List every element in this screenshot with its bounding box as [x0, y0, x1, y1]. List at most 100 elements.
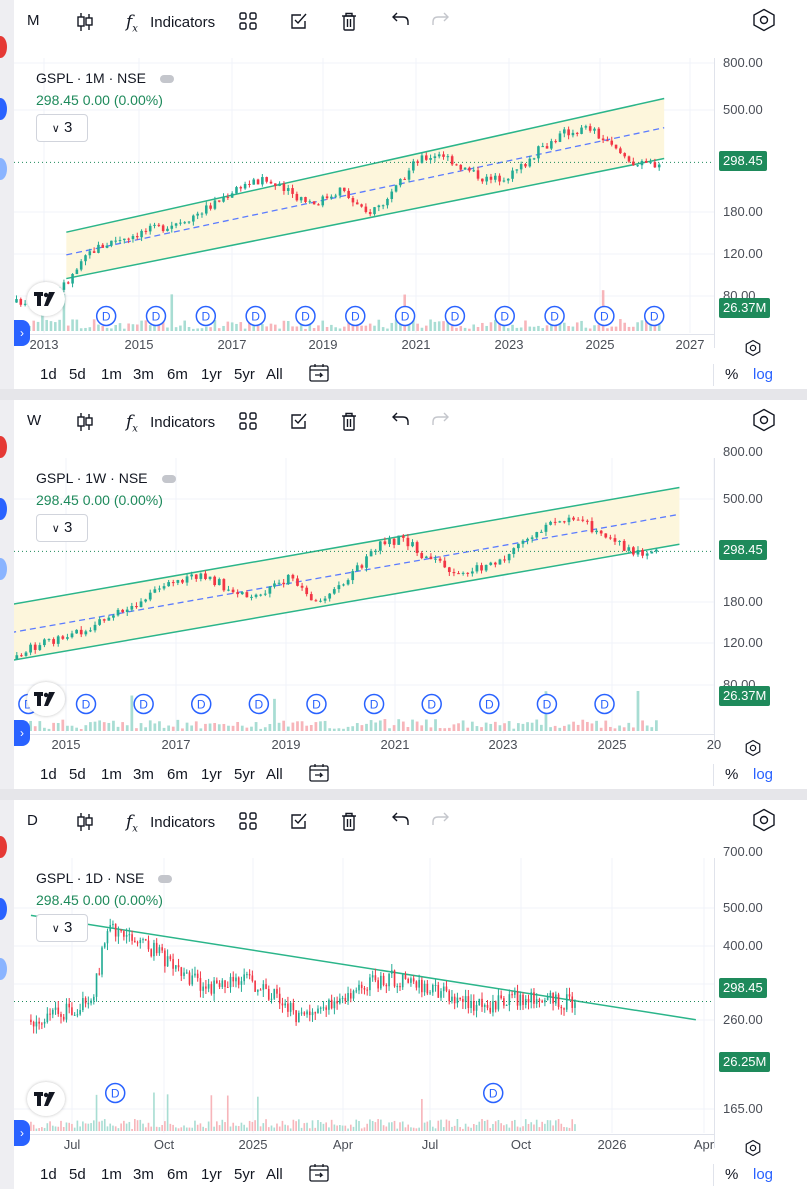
percent-scale-button[interactable]: %: [725, 766, 739, 783]
range-button-1d[interactable]: 1d: [40, 366, 57, 383]
interval-button[interactable]: D: [27, 812, 38, 829]
checklist-icon[interactable]: [290, 412, 308, 434]
candle-body: [568, 994, 571, 997]
collapse-indicators-button[interactable]: ∨ 3: [36, 914, 88, 942]
drawing-tool-dot-blue[interactable]: [0, 898, 7, 920]
layout-grid-icon[interactable]: [239, 812, 257, 834]
drawing-tool-dot-blue[interactable]: [0, 98, 7, 120]
range-button-5yr[interactable]: 5yr: [234, 1166, 255, 1183]
range-button-5yr[interactable]: 5yr: [234, 766, 255, 783]
settings-hexagon-icon[interactable]: [752, 408, 776, 436]
range-button-3m[interactable]: 3m: [133, 766, 154, 783]
range-button-6m[interactable]: 6m: [167, 366, 188, 383]
candle-body: [443, 560, 447, 568]
range-button-1m[interactable]: 1m: [101, 366, 122, 383]
symbol-line[interactable]: GSPL · 1W · NSE: [36, 470, 148, 486]
redo-icon[interactable]: [431, 812, 449, 830]
range-button-1m[interactable]: 1m: [101, 766, 122, 783]
candles-chart-type-icon[interactable]: [76, 412, 94, 436]
range-button-All[interactable]: All: [266, 1166, 283, 1183]
gear-icon[interactable]: [744, 339, 762, 362]
undo-icon[interactable]: [392, 812, 410, 830]
range-button-1yr[interactable]: 1yr: [201, 766, 222, 783]
indicators-button[interactable]: fx Indicators: [126, 412, 215, 434]
log-scale-button[interactable]: log: [753, 1166, 774, 1183]
volume-tag: 26.37M: [719, 298, 771, 318]
collapse-indicators-button[interactable]: ∨ 3: [36, 114, 88, 142]
layout-grid-icon[interactable]: [239, 12, 257, 34]
trash-icon[interactable]: [341, 812, 357, 835]
trash-icon[interactable]: [341, 412, 357, 435]
time-axis[interactable]: Jul Oct 2025 Apr Jul Oct 2026 Apr: [14, 1135, 714, 1155]
symbol-line[interactable]: GSPL · 1D · NSE: [36, 870, 145, 886]
price-axis[interactable]: 800.00 500.00 180.00 120.00 80.00 298.45 26.37…: [715, 444, 807, 733]
settings-hexagon-icon[interactable]: [752, 808, 776, 836]
scroll-chevron-right-icon[interactable]: ›: [14, 720, 30, 746]
log-scale-button[interactable]: log: [753, 366, 774, 383]
range-button-1m[interactable]: 1m: [101, 1166, 122, 1183]
interval-button[interactable]: W: [27, 412, 42, 429]
range-button-6m[interactable]: 6m: [167, 1166, 188, 1183]
range-button-1d[interactable]: 1d: [40, 766, 57, 783]
range-button-1d[interactable]: 1d: [40, 1166, 57, 1183]
trash-icon[interactable]: [341, 12, 357, 35]
time-axis[interactable]: 2013 2015 2017 2019 2021 2023 2025 2027: [14, 335, 714, 355]
indicators-button[interactable]: fx Indicators: [126, 12, 215, 34]
volume-bar: [610, 326, 614, 331]
range-button-3m[interactable]: 3m: [133, 1166, 154, 1183]
percent-scale-button[interactable]: %: [725, 366, 739, 383]
undo-icon[interactable]: [392, 412, 410, 430]
range-button-5d[interactable]: 5d: [69, 1166, 86, 1183]
tradingview-logo[interactable]: [27, 1082, 65, 1116]
drawing-tool-dot-red[interactable]: [0, 436, 7, 458]
indicators-button[interactable]: fx Indicators: [126, 812, 215, 834]
range-button-All[interactable]: All: [266, 766, 283, 783]
log-scale-button[interactable]: log: [753, 766, 774, 783]
range-button-6m[interactable]: 6m: [167, 766, 188, 783]
drawing-tool-dot-red[interactable]: [0, 36, 7, 58]
scroll-chevron-right-icon[interactable]: ›: [14, 1120, 30, 1146]
calendar-goto-icon[interactable]: [308, 763, 330, 787]
scroll-chevron-right-icon[interactable]: ›: [14, 320, 30, 346]
range-button-5d[interactable]: 5d: [69, 366, 86, 383]
tradingview-logo[interactable]: [27, 282, 65, 316]
undo-icon[interactable]: [392, 12, 410, 30]
price-axis[interactable]: 700.00500.00400.00320.00260.00165.00298.…: [715, 844, 807, 1133]
layout-grid-icon[interactable]: [239, 412, 257, 434]
range-button-1yr[interactable]: 1yr: [201, 1166, 222, 1183]
range-button-5d[interactable]: 5d: [69, 766, 86, 783]
price-axis[interactable]: 800.00 500.00 180.00 120.00 80.00 298.45 26.37…: [715, 55, 807, 333]
candles-chart-type-icon[interactable]: [76, 12, 94, 36]
redo-icon[interactable]: [431, 12, 449, 30]
drawing-tool-dot-lightblue[interactable]: [0, 558, 7, 580]
drawing-tool-dot-blue[interactable]: [0, 498, 7, 520]
gear-icon[interactable]: [744, 739, 762, 762]
drawing-tool-dot-lightblue[interactable]: [0, 958, 7, 980]
settings-hexagon-icon[interactable]: [752, 8, 776, 36]
range-button-3m[interactable]: 3m: [133, 366, 154, 383]
time-axis[interactable]: 2015 2017 2019 2021 2023 2025 20: [14, 735, 722, 755]
collapse-indicators-button[interactable]: ∨ 3: [36, 514, 88, 542]
percent-scale-button[interactable]: %: [725, 1166, 739, 1183]
range-button-All[interactable]: All: [266, 366, 283, 383]
checklist-icon[interactable]: [290, 12, 308, 34]
interval-button[interactable]: M: [27, 12, 40, 29]
range-button-5yr[interactable]: 5yr: [234, 366, 255, 383]
calendar-goto-icon[interactable]: [308, 1163, 330, 1187]
drawing-tool-dot-red[interactable]: [0, 836, 7, 858]
calendar-goto-icon[interactable]: [308, 363, 330, 387]
checklist-icon[interactable]: [290, 812, 308, 834]
redo-icon[interactable]: [431, 412, 449, 430]
candles-chart-type-icon[interactable]: [76, 812, 94, 836]
gear-icon[interactable]: [744, 1139, 762, 1162]
symbol-line[interactable]: GSPL · 1M · NSE: [36, 70, 146, 86]
drawing-tool-dot-lightblue[interactable]: [0, 158, 7, 180]
tradingview-logo[interactable]: [27, 682, 65, 716]
range-button-1yr[interactable]: 1yr: [201, 366, 222, 383]
